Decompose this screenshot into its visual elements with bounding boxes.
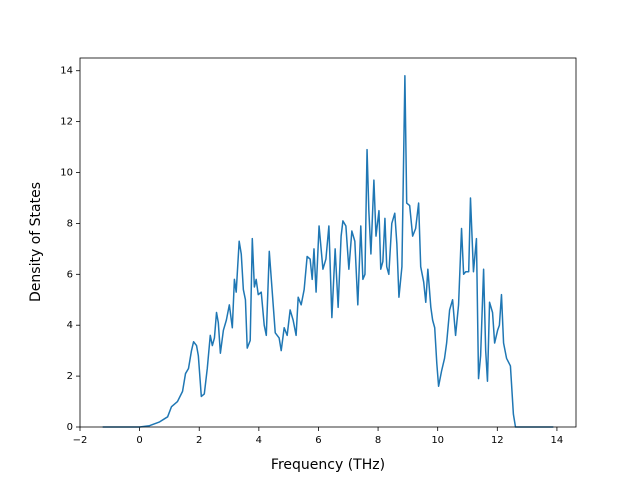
x-axis-label: Frequency (THz) xyxy=(271,457,385,473)
y-tick-label: 4 xyxy=(67,320,73,331)
x-tick-label: 2 xyxy=(196,435,202,446)
y-tick-label: 10 xyxy=(60,168,73,179)
x-tick-label: 12 xyxy=(491,435,504,446)
line-series xyxy=(102,75,554,428)
x-tick-label: 6 xyxy=(315,435,321,446)
x-tick-label: −2 xyxy=(73,435,88,446)
y-tick-label: 8 xyxy=(67,218,73,229)
y-axis-label: Density of States xyxy=(28,182,44,302)
y-tick-label: 14 xyxy=(60,66,73,77)
x-tick-label: 14 xyxy=(551,435,564,446)
x-tick-label: 4 xyxy=(256,435,262,446)
x-tick-label: 0 xyxy=(136,435,142,446)
x-tick-label: 8 xyxy=(375,435,381,446)
y-tick-label: 6 xyxy=(67,269,73,280)
y-tick-label: 12 xyxy=(60,117,73,128)
y-tick-label: 0 xyxy=(67,422,73,433)
x-tick-label: 10 xyxy=(431,435,444,446)
plot-frame xyxy=(79,57,577,428)
y-tick-label: 2 xyxy=(67,371,73,382)
